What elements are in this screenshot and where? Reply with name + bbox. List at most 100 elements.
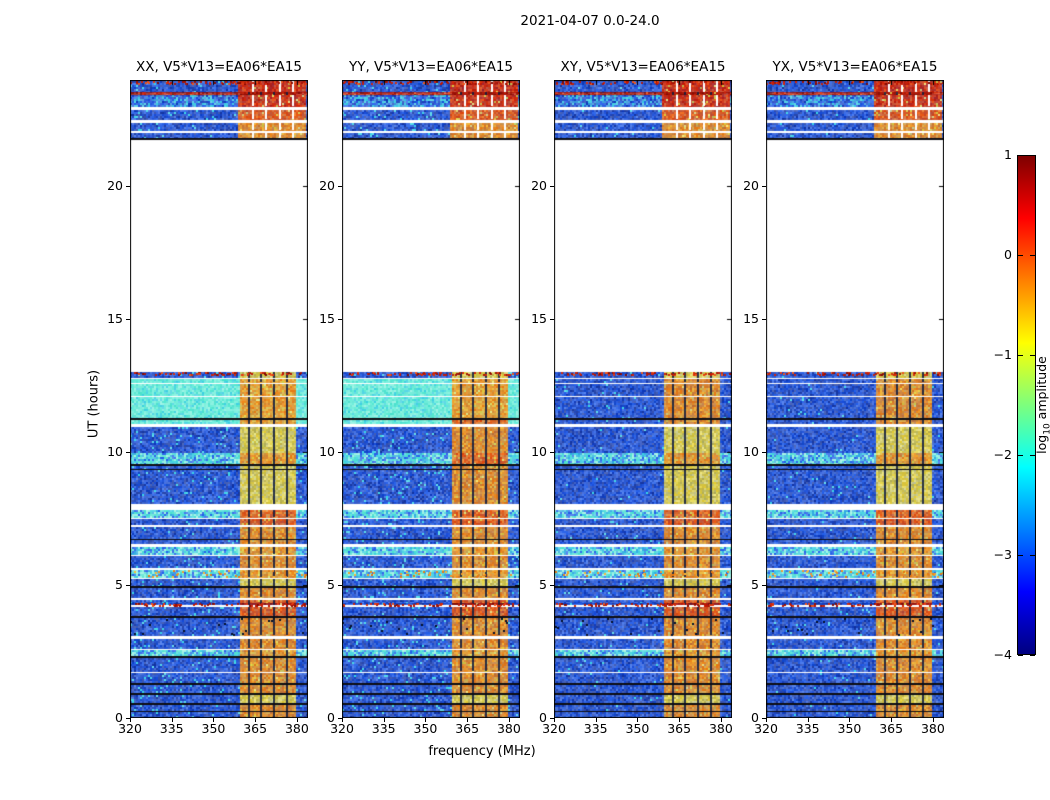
x-tick-mark — [766, 718, 767, 722]
x-tick-label: 335 — [159, 721, 184, 736]
x-tick-label: 365 — [879, 721, 904, 736]
y-tick-mark — [550, 319, 554, 320]
x-tick-label: 365 — [243, 721, 268, 736]
x-tick-mark — [171, 718, 173, 722]
x-tick-label: 320 — [754, 721, 778, 736]
panel-title-yx: YX, V5*V13=EA06*EA15 — [772, 59, 938, 75]
x-tick-mark — [637, 718, 639, 722]
x-tick-mark — [807, 718, 809, 722]
colorbar-tick-mark — [1018, 255, 1023, 256]
colorbar-tick-mark — [1030, 455, 1035, 456]
y-tick-label: 20 — [743, 178, 759, 193]
y-tick-label: 20 — [531, 178, 547, 193]
x-tick-label: 365 — [667, 721, 692, 736]
y-tick-mark — [338, 186, 342, 187]
y-tick-label: 20 — [107, 178, 123, 193]
x-tick-mark — [679, 718, 681, 722]
y-tick-label: 0 — [751, 710, 759, 725]
y-tick-label: 0 — [327, 710, 335, 725]
y-tick-mark — [550, 718, 554, 719]
x-tick-label: 380 — [920, 721, 945, 736]
colorbar-tick-mark — [1030, 355, 1035, 356]
colorbar-tick-mark — [1030, 255, 1035, 256]
panel-yy: YY, V5*V13=EA06*EA15 — [342, 59, 520, 718]
x-tick-mark — [383, 718, 385, 722]
spectrogram-canvas-xx — [130, 80, 308, 718]
y-tick-label: 15 — [743, 311, 759, 326]
colorbar-tick-label: −4 — [993, 647, 1012, 662]
x-tick-label: 320 — [118, 721, 142, 736]
y-tick-label: 5 — [115, 577, 123, 592]
y-tick-label: 5 — [327, 577, 335, 592]
colorbar-label: log10 amplitude — [1033, 356, 1050, 454]
y-tick-mark — [338, 452, 342, 453]
x-axis-label: frequency (MHz) — [428, 744, 536, 759]
colorbar-tick-mark — [1018, 355, 1023, 356]
x-tick-mark — [554, 718, 555, 722]
colorbar-tick-label: 0 — [1004, 247, 1012, 262]
x-tick-label: 350 — [837, 721, 862, 736]
x-tick-mark — [130, 718, 131, 722]
panel-xx: XX, V5*V13=EA06*EA15 — [130, 59, 308, 718]
panel-title-yy: YY, V5*V13=EA06*EA15 — [348, 59, 513, 75]
x-tick-mark — [849, 718, 851, 722]
figure-title: 2021-04-07 0.0-24.0 — [520, 13, 660, 29]
panel-yx: YX, V5*V13=EA06*EA15 — [766, 59, 944, 718]
x-tick-label: 380 — [284, 721, 309, 736]
y-tick-mark — [762, 452, 766, 453]
colorbar-tick-label: 1 — [1004, 147, 1012, 162]
x-tick-label: 335 — [371, 721, 396, 736]
y-tick-mark — [550, 452, 554, 453]
y-tick-mark — [762, 186, 766, 187]
x-tick-label: 380 — [496, 721, 521, 736]
x-tick-label: 365 — [455, 721, 480, 736]
colorbar-tick-mark — [1030, 155, 1035, 156]
y-tick-mark — [550, 186, 554, 187]
y-axis-label: UT (hours) — [86, 369, 102, 439]
x-tick-mark — [891, 718, 893, 722]
y-tick-mark — [762, 319, 766, 320]
x-tick-mark — [595, 718, 597, 722]
y-tick-mark — [762, 585, 766, 586]
x-tick-mark — [213, 718, 215, 722]
x-tick-mark — [255, 718, 257, 722]
colorbar-tick-label: −1 — [993, 347, 1012, 362]
y-tick-label: 10 — [743, 444, 759, 459]
colorbar-tick-mark — [1030, 655, 1035, 656]
x-tick-label: 350 — [625, 721, 650, 736]
colorbar-tick-mark — [1030, 555, 1035, 556]
x-tick-label: 350 — [413, 721, 438, 736]
y-tick-label: 5 — [539, 577, 547, 592]
panel-title-xx: XX, V5*V13=EA06*EA15 — [135, 59, 302, 75]
y-tick-mark — [338, 718, 342, 719]
x-tick-mark — [508, 718, 510, 722]
colorbar-tick-mark — [1018, 455, 1023, 456]
colorbar-tick-mark — [1018, 655, 1023, 656]
x-tick-mark — [342, 718, 343, 722]
y-tick-mark — [126, 718, 130, 719]
spectrogram-canvas-yx — [766, 80, 944, 718]
panel-title-xy: XY, V5*V13=EA06*EA15 — [560, 59, 726, 75]
x-tick-mark — [467, 718, 469, 722]
y-tick-label: 20 — [319, 178, 335, 193]
x-tick-mark — [425, 718, 427, 722]
x-tick-label: 320 — [542, 721, 566, 736]
y-tick-label: 15 — [107, 311, 123, 326]
spectrogram-canvas-yy — [342, 80, 520, 718]
y-tick-label: 10 — [319, 444, 335, 459]
y-tick-label: 5 — [751, 577, 759, 592]
colorbar-tick-label: −2 — [993, 447, 1012, 462]
panel-xy: XY, V5*V13=EA06*EA15 — [554, 59, 732, 718]
x-tick-label: 335 — [583, 721, 608, 736]
y-tick-mark — [126, 186, 130, 187]
x-tick-mark — [296, 718, 298, 722]
colorbar-tick-mark — [1018, 555, 1023, 556]
y-tick-mark — [126, 452, 130, 453]
x-tick-mark — [720, 718, 722, 722]
colorbar-tick-mark — [1018, 155, 1023, 156]
x-tick-label: 320 — [330, 721, 354, 736]
x-tick-label: 380 — [708, 721, 733, 736]
x-tick-label: 350 — [201, 721, 226, 736]
y-tick-label: 0 — [539, 710, 547, 725]
